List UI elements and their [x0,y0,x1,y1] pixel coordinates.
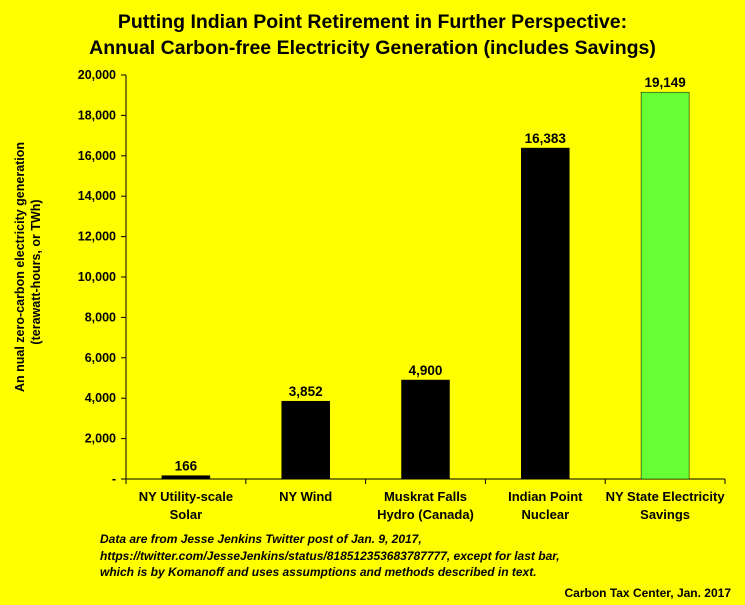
y-tick-label: 18,000 [78,108,116,122]
x-category-label: NY Utility-scale [139,489,233,504]
bar-value-label: 19,149 [644,75,685,90]
bar [521,147,570,480]
bar-value-label: 4,900 [409,363,443,378]
source-note: Data are from Jesse Jenkins Twitter post… [100,531,560,581]
bar [401,379,450,480]
chart-title-line-2: Annual Carbon-free Electricity Generatio… [89,37,656,59]
x-category-label: Hydro (Canada) [377,507,474,522]
y-tick-label: 6,000 [85,351,116,365]
x-category-label: Muskrat Falls [384,489,467,504]
y-tick-label: 8,000 [85,310,116,324]
y-tick-label: 16,000 [78,149,116,163]
bar-value-label: 3,852 [289,384,323,399]
y-tick-label: 12,000 [78,230,116,244]
y-tick-label: 2,000 [85,432,116,446]
bar [281,400,330,480]
chart-title-line-1: Putting Indian Point Retirement in Furth… [117,11,628,33]
bar-value-label: 166 [175,459,198,474]
chart-credit: Carbon Tax Center, Jan. 2017 [564,586,731,600]
y-tick-label: 14,000 [78,189,116,203]
y-tick-label: - [112,472,116,486]
bar [161,475,211,480]
y-tick-label: 4,000 [85,391,116,405]
source-note-line-3: which is by Komanoff and uses assumption… [100,565,537,579]
bar-value-label: 16,383 [525,131,567,146]
source-note-line-1: Data are from Jesse Jenkins Twitter post… [100,532,422,546]
x-category-label: Savings [640,507,690,522]
y-tick-label: 10,000 [78,270,116,284]
x-category-label: Nuclear [521,507,569,522]
y-tick-label: 20,000 [78,68,116,82]
source-note-line-2: https://twitter.com/JesseJenkins/status/… [100,548,560,563]
x-category-label: Solar [170,507,203,522]
x-category-label: NY State Electricity [606,489,726,504]
x-category-label: Indian Point [508,489,583,504]
x-category-label: NY Wind [279,489,332,504]
bar [640,91,690,480]
